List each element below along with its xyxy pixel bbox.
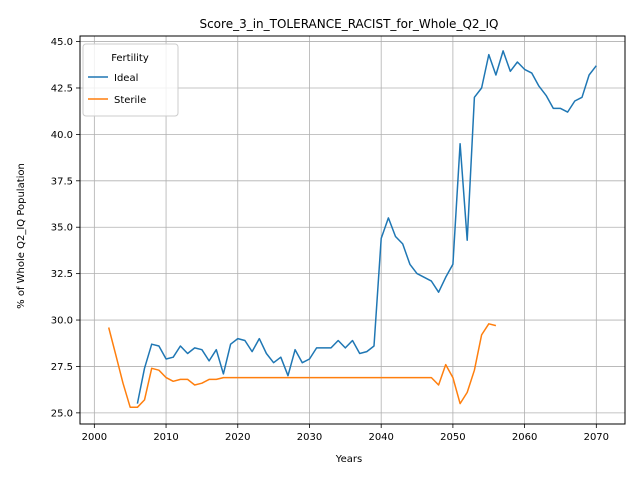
legend-label-ideal: Ideal (114, 73, 138, 84)
plot-frame (79, 35, 626, 425)
axis-ticks: 2000 2010 2020 2030 2040 2050 2060 2070 25.0 27.5… (51, 37, 609, 443)
x-tick-label: 2070 (584, 432, 609, 443)
legend-box (82, 43, 179, 117)
y-tick-label: 30.0 (51, 316, 73, 327)
x-tick-label: 2040 (368, 432, 393, 443)
legend-label-sterile: Sterile (114, 95, 146, 106)
x-tick-label: 2060 (512, 432, 537, 443)
x-tick-label: 2030 (297, 432, 322, 443)
x-tick-label: 2020 (225, 432, 250, 443)
x-tick-label: 2010 (153, 432, 178, 443)
legend-title: Fertility (111, 53, 149, 64)
series-line-sterile (107, 323, 497, 409)
y-tick-label: 27.5 (51, 362, 73, 373)
series-line-ideal (136, 50, 597, 404)
x-axis-label: Years (335, 454, 362, 465)
y-tick-label: 45.0 (51, 37, 73, 48)
series-lines (107, 50, 597, 409)
y-tick-label: 32.5 (51, 269, 73, 280)
x-tick-label: 2000 (82, 432, 107, 443)
x-tick-label: 2050 (440, 432, 465, 443)
y-tick-label: 42.5 (51, 83, 73, 94)
y-tick-label: 37.5 (51, 176, 73, 187)
y-tick-label: 40.0 (51, 130, 73, 141)
chart-title: Score_3_in_TOLERANCE_RACIST_for_Whole_Q2… (199, 17, 498, 31)
y-axis-label: % of Whole Q2_IQ Population (16, 163, 27, 309)
legend: Fertility Ideal Sterile (82, 43, 179, 117)
y-tick-label: 35.0 (51, 223, 73, 234)
grid (80, 36, 625, 424)
y-tick-label: 25.0 (51, 408, 73, 419)
